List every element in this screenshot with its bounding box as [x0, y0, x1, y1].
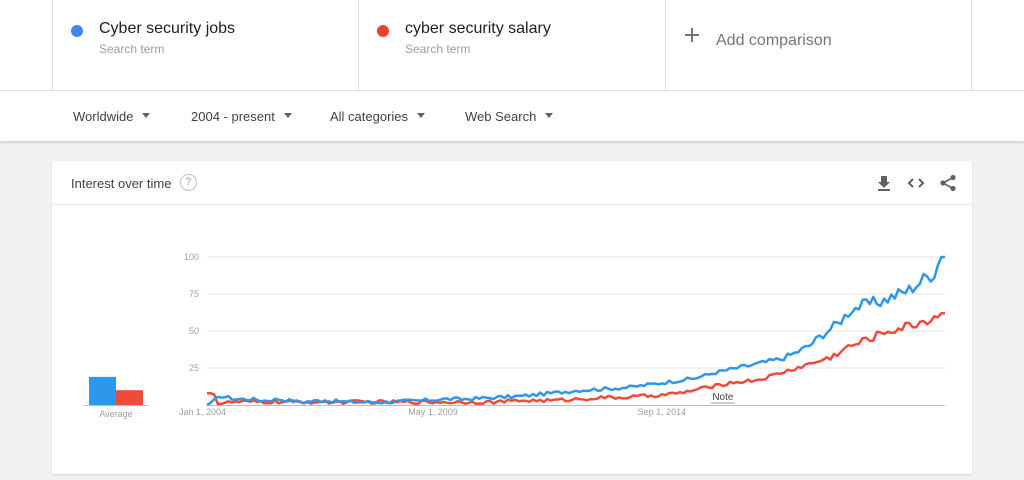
- x-tick-label: Sep 1, 2014: [638, 407, 687, 417]
- add-comparison-label: Add comparison: [716, 32, 832, 49]
- y-tick-label: 25: [189, 363, 199, 373]
- series-color-dot-1: [71, 25, 83, 37]
- search-term-name-2[interactable]: cyber security salary: [405, 20, 551, 37]
- share-icon[interactable]: [938, 173, 958, 193]
- time-range-dropdown[interactable]: 2004 - present: [191, 109, 292, 124]
- average-label: Average: [99, 409, 132, 419]
- search-term-name-1[interactable]: Cyber security jobs: [99, 20, 236, 37]
- search-terms-bar: Cyber security jobs Search term cyber se…: [0, 0, 1024, 90]
- interest-over-time-card: Interest over time ? 25 50 75 100 Jan 1, 200…: [52, 161, 972, 474]
- search-term-type-2: Search term: [405, 42, 471, 56]
- chevron-down-icon: [545, 113, 554, 119]
- x-tick-label: May 1, 2009: [408, 407, 458, 417]
- filters-bar: Worldwide 2004 - present All categories …: [0, 90, 1024, 141]
- embed-icon[interactable]: [906, 173, 926, 193]
- note-label: Note: [712, 392, 734, 403]
- chevron-down-icon: [417, 113, 426, 119]
- card-header: Interest over time ?: [52, 161, 972, 205]
- search-type-label: Web Search: [465, 109, 537, 124]
- y-tick-label: 75: [189, 289, 199, 299]
- y-tick-label: 100: [184, 252, 199, 262]
- card-title: Interest over time: [71, 176, 172, 191]
- search-type-dropdown[interactable]: Web Search: [465, 109, 554, 124]
- add-comparison-button[interactable]: Add comparison: [665, 0, 972, 90]
- time-range-label: 2004 - present: [191, 109, 275, 124]
- series-line-1: [206, 255, 945, 407]
- download-icon[interactable]: [874, 173, 894, 193]
- y-tick-label: 50: [189, 326, 199, 336]
- chevron-down-icon: [142, 113, 151, 119]
- average-bar-1: [89, 376, 116, 405]
- series-color-dot-2: [377, 25, 389, 37]
- average-bar-2: [116, 390, 143, 405]
- chevron-down-icon: [283, 113, 292, 119]
- x-tick-label: Jan 1, 2004: [179, 407, 226, 417]
- series-line-2: [207, 311, 945, 406]
- category-dropdown[interactable]: All categories: [330, 109, 426, 124]
- region-dropdown[interactable]: Worldwide: [73, 109, 151, 124]
- help-icon[interactable]: ?: [180, 174, 197, 191]
- category-label: All categories: [330, 109, 409, 124]
- search-term-card-1[interactable]: Cyber security jobs Search term: [52, 0, 358, 90]
- search-term-type-1: Search term: [99, 42, 165, 56]
- region-label: Worldwide: [73, 109, 134, 124]
- search-term-card-2[interactable]: cyber security salary Search term: [358, 0, 665, 90]
- interest-chart[interactable]: 25 50 75 100 Jan 1, 2004 May 1, 2009 Sep 1, 20…: [52, 161, 972, 474]
- plus-icon: [684, 27, 700, 43]
